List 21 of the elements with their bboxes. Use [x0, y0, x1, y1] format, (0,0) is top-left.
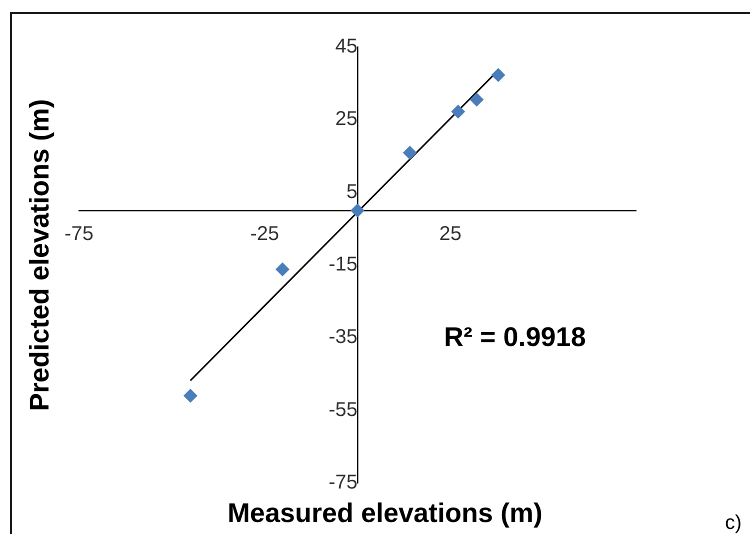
annotation: R² = 0.9918: [444, 322, 586, 353]
x-tick-label: 25: [439, 223, 462, 246]
point: [350, 204, 364, 218]
point: [491, 68, 506, 82]
text: c): [725, 512, 742, 534]
point: [275, 262, 290, 276]
y-tick-label: -15: [328, 254, 358, 276]
point: [470, 92, 484, 107]
y-tick-label: -35: [328, 326, 358, 348]
y-tick-label: -55: [328, 398, 358, 421]
point: [402, 146, 417, 160]
y-axis-title: Predicted elevations (m): [24, 98, 56, 412]
x-tick-label: -75: [64, 223, 94, 246]
y-tick-label: -75: [328, 472, 358, 494]
point: [451, 104, 466, 119]
x-axis-title: Measured elevations (m): [227, 498, 543, 528]
y-tick-label: 45: [335, 36, 358, 58]
x-tick-label: -25: [250, 223, 280, 246]
y-tick-label: 5: [346, 180, 358, 203]
point: [183, 388, 198, 403]
y-tick-label: 25: [335, 108, 358, 130]
